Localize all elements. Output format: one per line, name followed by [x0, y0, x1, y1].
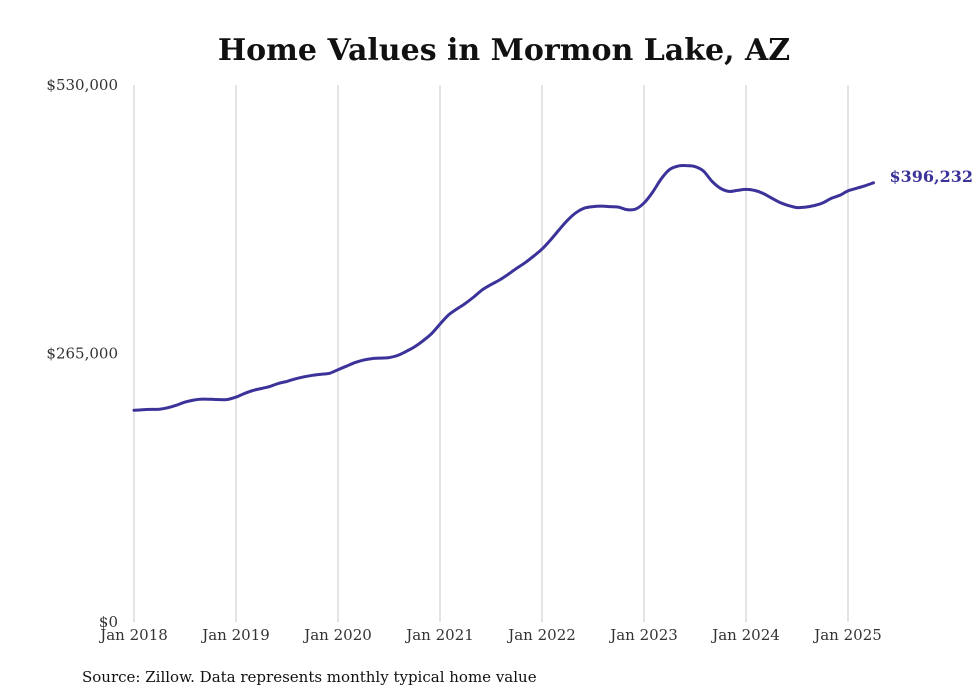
x-tick-label: Jan 2019	[200, 626, 270, 644]
series-layer: $396,232	[132, 164, 974, 412]
x-tick-label: Jan 2025	[812, 626, 882, 644]
x-tick-label: Jan 2020	[302, 626, 372, 644]
y-tick-label: $265,000	[46, 345, 118, 363]
chart-title: Home Values in Mormon Lake, AZ	[218, 33, 790, 68]
series-line-0	[132, 164, 875, 412]
x-tick-label: Jan 2022	[506, 626, 576, 644]
x-axis-tick-labels: Jan 2018 Jan 2019 Jan 2020 Jan 2021 Jan 2022…	[98, 626, 882, 644]
x-tick-label: Jan 2018	[98, 626, 168, 644]
y-tick-label: $0	[99, 613, 118, 631]
end-value-label: $396,232	[890, 167, 974, 186]
y-tick-label: $530,000	[46, 76, 118, 94]
x-tick-label: Jan 2021	[404, 626, 474, 644]
gridlines	[133, 85, 849, 622]
y-axis-tick-labels: $0 $265,000 $530,000	[46, 76, 118, 631]
x-tick-label: Jan 2024	[710, 626, 780, 644]
x-tick-label: Jan 2023	[608, 626, 678, 644]
source-note: Source: Zillow. Data represents monthly …	[82, 668, 537, 686]
